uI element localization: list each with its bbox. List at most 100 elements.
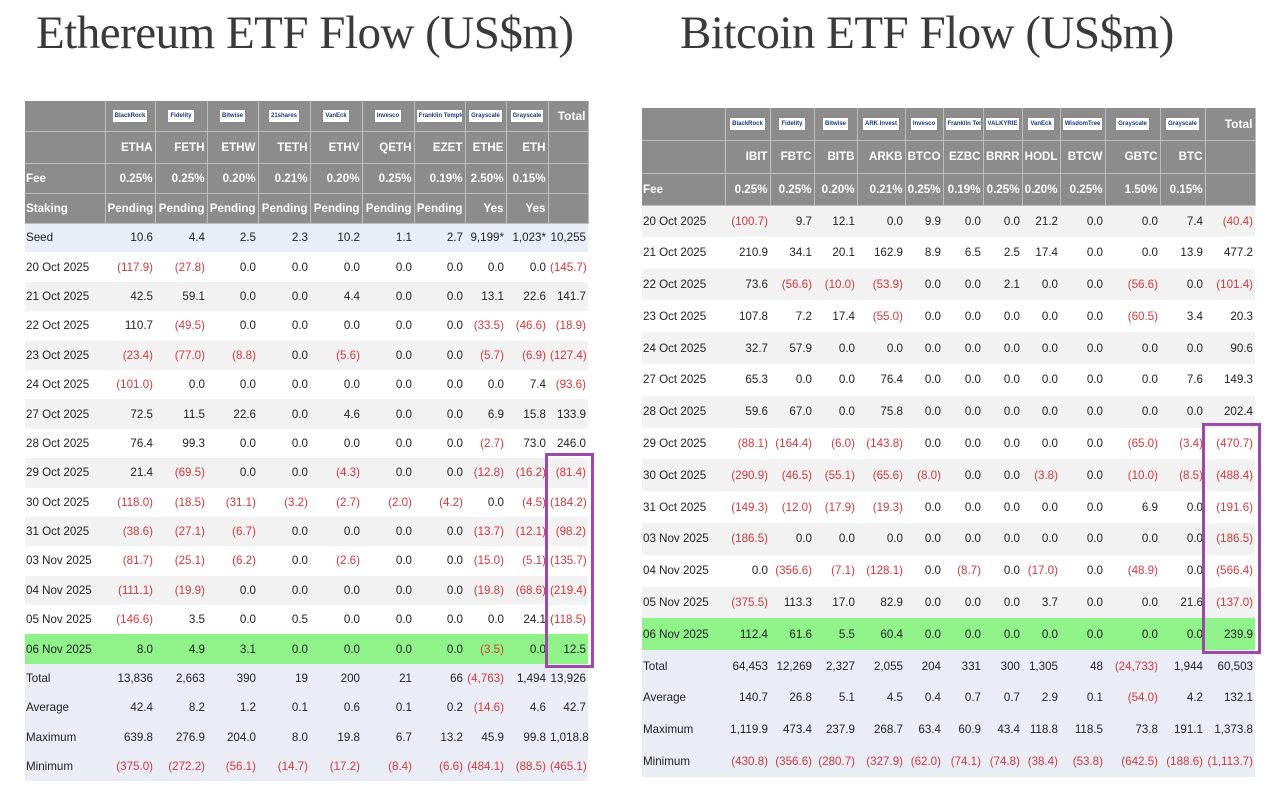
flow-cell: 0.0 bbox=[1160, 491, 1205, 523]
flow-cell: 0.0 bbox=[1160, 268, 1205, 301]
flow-cell: 0.0 bbox=[258, 252, 310, 282]
flow-cell: (31.1) bbox=[207, 487, 258, 517]
meta-row: Staking Pending Pending Pending Pending Pendi… bbox=[25, 193, 589, 224]
header-blank bbox=[548, 193, 589, 224]
row-label: 20 Oct 2025 bbox=[25, 252, 105, 282]
meta-row: Fee 0.25% 0.25% 0.20% 0.21% 0.25% 0.19% 0.25% 0.… bbox=[642, 173, 1256, 206]
flow-cell: (6.0) bbox=[814, 427, 857, 460]
flow-cell: 237.9 bbox=[814, 713, 857, 746]
flow-cell: 3.1 bbox=[207, 634, 258, 664]
issuer-logo-row: BlackRock Fidelity Bitwise 21shares VanEck In… bbox=[25, 101, 589, 132]
flow-cell: 0.0 bbox=[1105, 618, 1160, 651]
row-label: 30 Oct 2025 bbox=[642, 459, 725, 492]
issuer-logo-icon: ARK Invest bbox=[862, 118, 899, 131]
flow-cell: 2,663 bbox=[155, 663, 207, 694]
flow-cell: 0.0 bbox=[1160, 522, 1205, 555]
flow-cell: 8.0 bbox=[258, 722, 310, 753]
flow-cell: 0.0 bbox=[1105, 332, 1160, 364]
header-blank bbox=[1205, 173, 1256, 206]
flow-cell: 0.0 bbox=[983, 491, 1022, 523]
row-label: 22 Oct 2025 bbox=[25, 311, 105, 341]
flow-cell: 57.9 bbox=[770, 332, 814, 364]
row-label: 21 Oct 2025 bbox=[25, 281, 105, 312]
flow-cell: 0.0 bbox=[943, 586, 983, 619]
row-label: 05 Nov 2025 bbox=[642, 586, 725, 619]
flow-cell: (17.2) bbox=[310, 752, 362, 782]
row-label: Maximum bbox=[642, 713, 725, 746]
flow-cell: 22.6 bbox=[207, 399, 258, 429]
flow-cell: 0.0 bbox=[362, 369, 414, 400]
flow-cell: 0.0 bbox=[943, 491, 983, 523]
flow-cell: 3.7 bbox=[1022, 586, 1060, 619]
flow-cell: 0.0 bbox=[207, 311, 258, 341]
issuer-logo-cell: VALKYRIE bbox=[983, 108, 1023, 141]
flow-cell: 0.0 bbox=[310, 605, 362, 635]
flow-cell: 32.7 bbox=[725, 332, 770, 364]
total-cell: (219.4) bbox=[548, 575, 588, 606]
flow-cell: 0.0 bbox=[155, 369, 207, 400]
flow-cell: 48 bbox=[1060, 650, 1105, 682]
flow-cell: 60.4 bbox=[857, 618, 905, 651]
summary-row: Average 42.4 8.2 1.2 0.1 0.6 0.1 0.2 (14.6) 4.6 42… bbox=[25, 693, 588, 723]
row-label: 20 Oct 2025 bbox=[642, 205, 725, 237]
total-cell: 20.3 bbox=[1205, 300, 1255, 333]
flow-cell: 1,023* bbox=[506, 223, 548, 253]
issuer-logo-icon: Bitwise bbox=[822, 118, 848, 131]
total-cell: 1,018.8 bbox=[548, 722, 589, 753]
flow-cell: (23.4) bbox=[105, 340, 155, 370]
flow-cell: (356.6) bbox=[770, 745, 814, 778]
flow-cell: 7.4 bbox=[506, 369, 548, 400]
flow-cell: 0.0 bbox=[1060, 522, 1105, 555]
meta-cell: 0.25% bbox=[725, 173, 771, 206]
ticker-header: ETH bbox=[506, 131, 549, 164]
flow-cell: 7.2 bbox=[770, 300, 814, 333]
ticker-header: BRRR bbox=[983, 140, 1023, 174]
total-cell: (18.9) bbox=[548, 311, 588, 341]
flow-cell: 0.0 bbox=[362, 340, 414, 370]
flow-cell: 0.2 bbox=[414, 693, 465, 723]
flow-cell: (430.8) bbox=[725, 745, 770, 778]
flow-cell: 0.0 bbox=[362, 516, 414, 547]
flow-cell: 1.2 bbox=[207, 693, 258, 723]
flow-cell: 0.0 bbox=[857, 205, 905, 237]
ticker-header: ETHW bbox=[207, 131, 259, 164]
flow-cell: (375.5) bbox=[725, 586, 770, 619]
flow-cell: 61.6 bbox=[770, 618, 814, 651]
header-blank bbox=[548, 131, 589, 164]
flow-cell: 21 bbox=[362, 663, 414, 694]
flow-cell: 0.0 bbox=[905, 332, 943, 364]
row-label: 03 Nov 2025 bbox=[25, 546, 105, 576]
total-cell: 141.7 bbox=[548, 281, 588, 312]
flow-cell: (12.1) bbox=[506, 516, 548, 547]
flow-cell: 0.0 bbox=[310, 369, 362, 400]
flow-cell: 331 bbox=[943, 650, 983, 682]
flow-cell: (55.1) bbox=[814, 459, 857, 492]
flow-cell: 0.0 bbox=[905, 554, 943, 587]
total-cell: 90.6 bbox=[1205, 332, 1255, 364]
flow-cell: (16.2) bbox=[506, 458, 548, 488]
flow-cell: (111.1) bbox=[105, 575, 155, 606]
flow-cell: 0.0 bbox=[943, 427, 983, 460]
flow-cell: 0.0 bbox=[506, 634, 548, 664]
flow-cell: 15.8 bbox=[506, 399, 548, 429]
flow-cell: 0.0 bbox=[207, 605, 258, 635]
flow-cell: 73.6 bbox=[725, 268, 770, 301]
flow-cell: 0.0 bbox=[258, 634, 310, 664]
flow-cell: 0.0 bbox=[414, 428, 465, 459]
flow-cell: 0.0 bbox=[1105, 363, 1160, 396]
ticker-header: FETH bbox=[155, 131, 208, 164]
issuer-logo-icon: Grayscale bbox=[1166, 118, 1199, 131]
meta-cell: 0.19% bbox=[414, 163, 466, 194]
total-cell: (127.4) bbox=[548, 340, 588, 370]
summary-row: Minimum (375.0) (272.2) (56.1) (14.7) (17.2)(… bbox=[25, 752, 588, 782]
flow-cell: 9.7 bbox=[770, 205, 814, 237]
meta-cell: Pending bbox=[310, 193, 363, 224]
flow-cell: 0.0 bbox=[1160, 554, 1205, 587]
flow-cell: 191.1 bbox=[1160, 713, 1205, 746]
flow-cell: 0.0 bbox=[943, 300, 983, 333]
total-cell: (470.7) bbox=[1205, 427, 1255, 460]
ticker-header: HODL bbox=[1022, 140, 1061, 174]
meta-row-label: Staking bbox=[25, 193, 106, 224]
ticker-header: ETHE bbox=[465, 131, 507, 164]
flow-cell: 9,199* bbox=[465, 223, 506, 253]
